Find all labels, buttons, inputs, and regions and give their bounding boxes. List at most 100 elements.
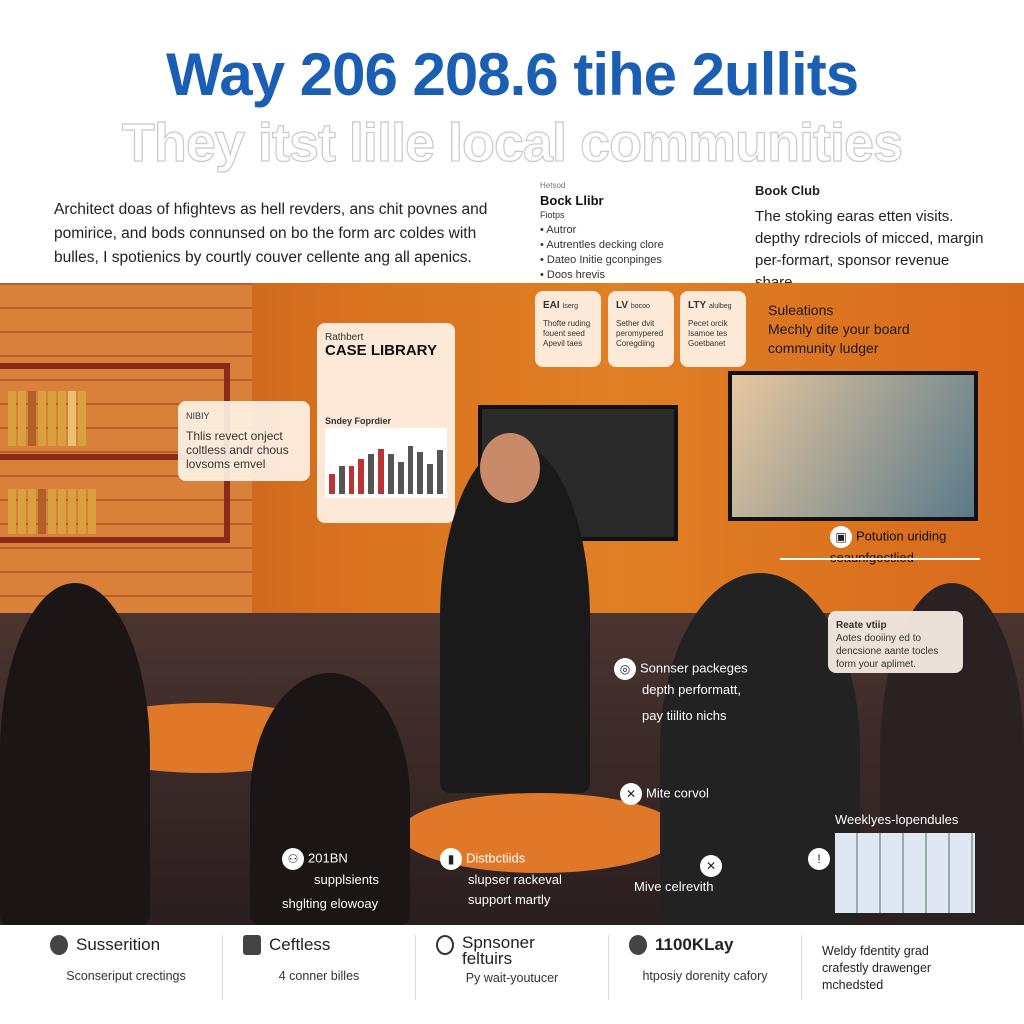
mive-callout: ✕ Mive celrevith xyxy=(634,855,726,897)
book-library-item: Autrentles decking clore xyxy=(546,239,664,251)
supp-line: shglting elowoay xyxy=(282,896,379,911)
solutions-block: Suleations Mechly dite your board commun… xyxy=(768,301,968,358)
book-library-item: Doos hrevis xyxy=(546,269,605,281)
tier-title: EAI xyxy=(543,300,560,311)
supp-line: supplsients xyxy=(314,872,380,887)
sponsor-line: Sonnser packeges xyxy=(640,660,748,676)
footer-text: Weldy fdentity grad crafestly drawenger … xyxy=(822,944,932,992)
shield-icon: ◎ xyxy=(614,658,636,680)
mive-text: Mive celrevith xyxy=(634,879,714,894)
pin-icon xyxy=(50,935,68,955)
case-library-title: CASE LIBRARY xyxy=(325,342,437,359)
book-library-sub: Fiotps xyxy=(540,210,565,220)
bar xyxy=(348,466,355,494)
tier-text: Pecet orcik Isamoe tes Goetbanet xyxy=(688,319,728,348)
video-screen xyxy=(728,371,978,521)
book-library-item: Dateo Initie gconpinges xyxy=(546,254,662,266)
supplements-callout: ⚇ 201BN supplsients shglting elowoay xyxy=(282,848,422,914)
footer-text: 4 conner billes xyxy=(278,969,360,983)
footer-features: Susserition Sconseriput crectings Ceftles… xyxy=(0,925,1024,1024)
weekly-schedule-grid xyxy=(835,833,975,913)
bar xyxy=(437,450,443,494)
bar xyxy=(358,459,365,494)
mite-callout: ✕ Mite corvol xyxy=(620,783,709,805)
bar xyxy=(368,454,375,494)
footer-item: Weldy fdentity grad crafestly drawenger … xyxy=(802,935,994,1000)
book-library-panel: Hetsod Bock Llibr Fiotps • Autror • Autr… xyxy=(540,178,740,283)
bar xyxy=(397,462,404,494)
heart-icon xyxy=(436,935,454,955)
tier-title: LV xyxy=(616,300,629,311)
tier-sub: bocoo xyxy=(630,303,650,310)
dist-line: slupser rackeval xyxy=(468,872,562,887)
footer-title: Ceftless xyxy=(269,935,331,954)
dist-line: support martly xyxy=(468,892,551,907)
book-library-title: Bock Llibr xyxy=(540,193,604,208)
community-scene: EAI Iserg Thofte ruding fouent seed Apevi… xyxy=(0,283,1024,925)
footer-title: Spnsoner feltuirs xyxy=(462,933,535,968)
footer-item: Susserition Sconseriput crectings xyxy=(30,935,223,1000)
footer-text: Sconseriput crectings xyxy=(66,969,186,983)
tier-sub: Iserg xyxy=(562,303,579,310)
case-library-chart-title: Sndey Foprdier xyxy=(325,416,392,426)
bar xyxy=(378,449,384,494)
music-icon xyxy=(629,935,647,955)
rotation-text: Potution uriding seaunfgectlied xyxy=(830,528,947,565)
distribution-callout: ▮ Distbctiids slupser rackeval support ma… xyxy=(440,848,590,910)
tier-card: EAI Iserg Thofte ruding fouent seed Apevi… xyxy=(535,291,601,367)
dist-line: Distbctiids xyxy=(466,850,526,866)
bar xyxy=(427,464,434,494)
tier-sub: alulbeg xyxy=(708,303,732,310)
reate-title: Reate vtiip xyxy=(836,620,887,631)
page-title: Way 206 208.6 tihe 2ullits xyxy=(165,41,859,108)
footer-item: Ceftless 4 conner billes xyxy=(223,935,416,1000)
info-icon: ! xyxy=(808,848,830,870)
reate-text: Aotes dooiiny ed to dencsione aante tocl… xyxy=(836,633,939,670)
footer-title: 1100KLay xyxy=(655,935,734,954)
note-card-title: NIBIY xyxy=(186,411,210,421)
bar xyxy=(329,474,335,494)
solutions-title: Suleations xyxy=(768,302,834,318)
footer-text: htposiy dorenity cafory xyxy=(642,969,768,983)
tier-text: Thofte ruding fouent seed Apevil taes xyxy=(543,319,591,348)
weekly-callout: Weeklyes-lopendules xyxy=(835,812,959,827)
tier-card: LTY alulbeg Pecet orcik Isamoe tes Goetba… xyxy=(680,291,746,367)
footer-title: Susserition xyxy=(76,935,161,954)
sponsor-callout: ◎ Sonnser packeges depth performatt, pay … xyxy=(614,658,774,726)
case-library-card: Rathbert CASE LIBRARY Sndey Foprdier xyxy=(317,323,455,523)
footer-item: 1100KLay htposiy dorenity cafory xyxy=(609,935,802,1000)
connector-line xyxy=(780,558,980,560)
sponsor-line: depth performatt, xyxy=(642,682,741,697)
book-club-title: Book Club xyxy=(755,183,820,198)
book-library-kicker: Hetsod xyxy=(540,181,566,190)
bag-icon xyxy=(243,935,261,955)
doc-icon: ▮ xyxy=(440,848,462,870)
note-card-text: Thlis revect onject coltless andr chous … xyxy=(186,429,289,471)
tool-icon: ✕ xyxy=(700,855,722,877)
bookshelf xyxy=(0,363,230,543)
rotation-callout: ▣Potution uriding seaunfgectlied xyxy=(830,526,1024,568)
footer-item: Spnsoner feltuirs Py wait-youtucer xyxy=(416,933,609,1000)
tool-icon: ✕ xyxy=(620,783,642,805)
mite-text: Mite corvol xyxy=(646,785,709,801)
reate-card: Reate vtiip Aotes dooiiny ed to dencsion… xyxy=(828,611,963,673)
bar xyxy=(387,454,394,494)
note-card: NIBIY Thlis revect onject coltless andr … xyxy=(178,401,310,481)
mini-bar-chart xyxy=(325,428,447,498)
tier-title: LTY xyxy=(688,300,707,311)
bar xyxy=(417,452,424,494)
tier-card: LV bocoo Sether dvit peromypered Coregdii… xyxy=(608,291,674,367)
footer-text: Py wait-youtucer xyxy=(465,971,559,985)
page-subtitle: They itst lille local communities xyxy=(121,112,903,173)
people-icon: ⚇ xyxy=(282,848,304,870)
attendee xyxy=(250,673,410,925)
attendee xyxy=(0,583,150,925)
rotation-icon: ▣ xyxy=(830,526,852,548)
shelf xyxy=(0,454,224,460)
case-library-kicker: Rathbert xyxy=(325,332,364,343)
book-library-item: Autror xyxy=(546,224,577,236)
presenter-head xyxy=(480,433,540,503)
bar xyxy=(338,466,345,494)
intro-text: Architect doas of hfightevs as hell revd… xyxy=(54,201,488,266)
solutions-text: Mechly dite your board community ludger xyxy=(768,321,910,356)
